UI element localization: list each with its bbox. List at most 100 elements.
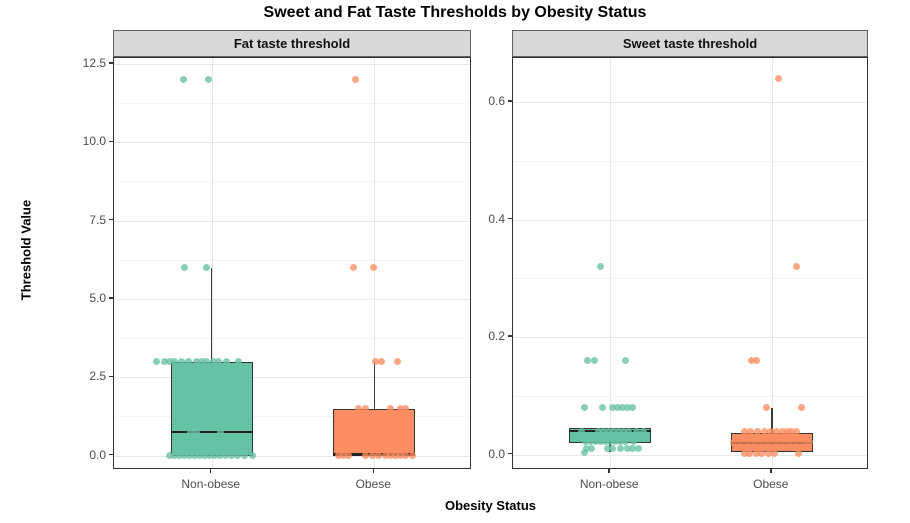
jitter-point — [386, 452, 394, 460]
jitter-point — [616, 438, 624, 446]
jitter-point — [737, 439, 745, 447]
gridline-major — [513, 102, 867, 104]
y-tick-label: 0.4 — [488, 211, 505, 226]
jitter-point — [349, 264, 357, 272]
jitter-point — [601, 438, 609, 446]
y-tick-mark — [108, 62, 113, 64]
jitter-point — [747, 427, 755, 435]
gridline-major — [114, 455, 470, 457]
jitter-point — [161, 358, 169, 366]
x-tick-mark — [372, 469, 375, 473]
y-tick-mark — [108, 453, 113, 456]
y-tick-mark — [507, 217, 512, 220]
gridline-major — [513, 337, 867, 339]
jitter-point — [393, 358, 401, 366]
jitter-point — [185, 358, 193, 366]
jitter-point — [793, 427, 801, 435]
gridline-minor — [114, 338, 470, 340]
jitter-point — [241, 452, 249, 460]
jitter-point — [178, 358, 186, 366]
x-tick-label: Obese — [355, 477, 391, 491]
y-tick-mark — [507, 452, 512, 455]
y-tick-label: 12.5 — [82, 55, 106, 70]
facet-strip-sweet: Sweet taste threshold — [512, 30, 868, 57]
jitter-point — [795, 450, 803, 458]
jitter-point — [196, 452, 204, 460]
jitter-point — [366, 428, 374, 436]
gridline-minor — [513, 160, 867, 162]
jitter-point — [235, 358, 243, 366]
y-tick-mark — [108, 375, 113, 377]
gridline-vertical — [211, 58, 213, 468]
jitter-point — [581, 438, 589, 446]
jitter-point — [166, 452, 174, 460]
jitter-point — [753, 450, 761, 458]
jitter-point — [185, 405, 193, 413]
x-tick-mark — [770, 469, 772, 473]
jitter-point — [744, 439, 752, 447]
jitter-point — [580, 404, 588, 412]
jitter-point — [356, 440, 364, 448]
jitter-point — [730, 439, 738, 447]
jitter-point — [217, 428, 225, 436]
y-tick-label: 5.0 — [89, 290, 106, 305]
jitter-point — [381, 452, 389, 460]
jitter-point — [351, 440, 359, 448]
jitter-point — [361, 452, 369, 460]
gridline-minor — [513, 278, 867, 280]
jitter-point — [181, 452, 189, 460]
facet-strip-fat: Fat taste threshold — [113, 30, 471, 57]
jitter-point — [193, 428, 201, 436]
jitter-point — [369, 264, 377, 272]
jitter-point — [624, 427, 632, 435]
jitter-point — [591, 438, 599, 446]
chart-title: Sweet and Fat Taste Thresholds by Obesit… — [263, 4, 647, 21]
y-tick-label: 0.2 — [488, 329, 505, 344]
facet-strip-sweet-label: Sweet taste threshold — [622, 36, 758, 51]
jitter-point — [587, 445, 595, 453]
jitter-point — [608, 404, 616, 412]
jitter-point — [758, 439, 766, 447]
jitter-point — [180, 76, 188, 84]
jitter-point — [614, 427, 622, 435]
jitter-point — [754, 427, 762, 435]
jitter-point — [800, 439, 808, 447]
jitter-point — [171, 358, 179, 366]
jitter-point — [210, 358, 218, 366]
jitter-point — [598, 404, 606, 412]
jitter-point — [628, 445, 636, 453]
jitter-point — [619, 427, 627, 435]
jitter-point — [344, 452, 352, 460]
gridline-minor — [114, 259, 470, 261]
jitter-point — [767, 427, 775, 435]
jitter-point — [772, 439, 780, 447]
jitter-point — [751, 439, 759, 447]
jitter-point — [603, 445, 611, 453]
jitter-point — [748, 357, 756, 365]
gridline-minor — [114, 103, 470, 105]
jitter-point — [339, 452, 347, 460]
jitter-point — [191, 452, 199, 460]
jitter-point — [599, 427, 607, 435]
jitter-point — [611, 438, 619, 446]
y-tick-label: 0.0 — [488, 446, 505, 461]
jitter-point — [582, 445, 590, 453]
jitter-point — [408, 452, 416, 460]
jitter-point — [606, 438, 614, 446]
jitter-point — [222, 452, 230, 460]
median-non-obese — [170, 430, 253, 434]
jitter-point — [590, 357, 598, 365]
jitter-point — [334, 452, 342, 460]
jitter-point — [216, 452, 224, 460]
jitter-point — [361, 405, 369, 413]
gridline-major — [114, 220, 470, 222]
jitter-point — [609, 427, 617, 435]
jitter-point — [386, 405, 394, 413]
jitter-point — [577, 427, 585, 435]
jitter-point — [201, 452, 209, 460]
jitter-point — [181, 264, 189, 272]
jitter-point — [741, 450, 749, 458]
jitter-point — [753, 357, 761, 365]
jitter-point — [206, 452, 214, 460]
